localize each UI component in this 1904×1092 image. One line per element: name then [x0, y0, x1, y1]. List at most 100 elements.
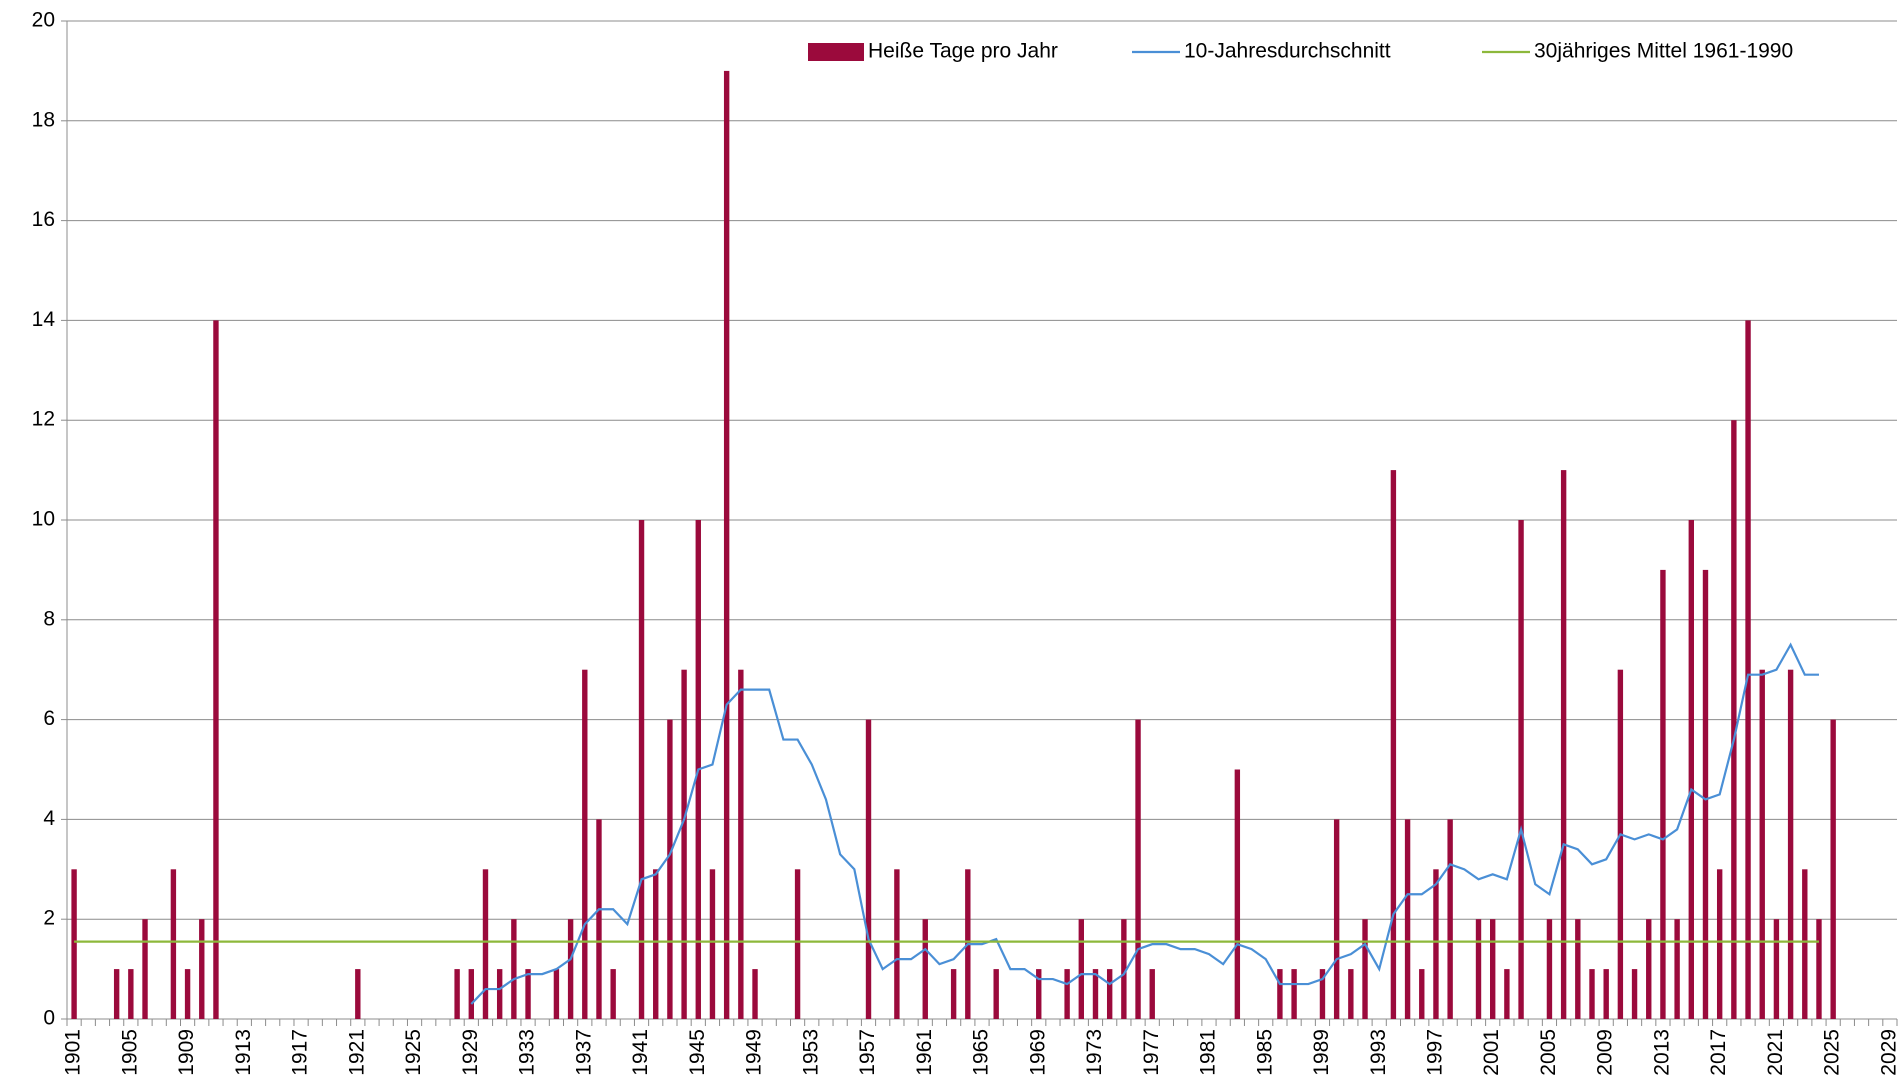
x-tick-label: 1921	[345, 1029, 368, 1076]
x-tick-label: 1989	[1310, 1029, 1333, 1076]
bar	[1816, 919, 1822, 1019]
bar	[496, 969, 503, 1019]
y-tick-label: 4	[43, 807, 55, 830]
bar	[213, 320, 219, 1019]
bar	[1504, 969, 1510, 1019]
bar	[1546, 919, 1553, 1019]
bar	[610, 969, 616, 1019]
bar	[653, 869, 659, 1019]
bar	[667, 719, 673, 1019]
bar	[142, 919, 148, 1019]
x-tick-label: 1925	[402, 1029, 425, 1076]
x-tick-label: 1977	[1140, 1029, 1163, 1076]
x-tick-label: 2013	[1650, 1029, 1673, 1076]
bar	[1106, 969, 1113, 1019]
bar	[922, 919, 928, 1019]
x-tick-label: 2021	[1764, 1029, 1787, 1076]
y-tick-label: 14	[32, 308, 56, 331]
bar	[1319, 969, 1326, 1019]
x-tick-label: 2009	[1594, 1029, 1617, 1076]
bar	[1064, 969, 1070, 1019]
x-tick-label: 1969	[1026, 1029, 1049, 1076]
bar	[1560, 470, 1567, 1020]
bar	[1631, 969, 1638, 1019]
x-tick-label: 2005	[1537, 1029, 1560, 1076]
x-tick-label: 1929	[459, 1029, 482, 1076]
bar	[1135, 719, 1141, 1019]
bar	[1518, 520, 1524, 1019]
x-tick-label: 1961	[913, 1029, 936, 1076]
bar	[1078, 919, 1084, 1019]
bar	[1348, 969, 1354, 1019]
bar	[1688, 520, 1694, 1019]
bar	[454, 969, 460, 1019]
bar	[681, 669, 687, 1019]
y-tick-label: 6	[43, 707, 55, 730]
y-tick-label: 18	[32, 108, 55, 131]
bar	[993, 969, 999, 1019]
bar	[723, 70, 730, 1019]
bar	[582, 669, 588, 1019]
bar	[1404, 819, 1411, 1019]
bar	[71, 869, 77, 1019]
bar	[865, 719, 872, 1019]
y-tick-label: 0	[43, 1007, 55, 1030]
bar	[355, 969, 361, 1019]
bar	[113, 969, 120, 1019]
bar	[1419, 969, 1425, 1019]
bar	[709, 869, 716, 1019]
bar	[1447, 819, 1453, 1019]
bar	[1617, 669, 1624, 1019]
bar	[482, 869, 489, 1019]
x-tick-label: 1905	[118, 1029, 141, 1076]
bar	[128, 969, 134, 1019]
x-tick-label: 1953	[799, 1029, 822, 1076]
x-tick-label: 1901	[62, 1029, 85, 1076]
bar	[894, 869, 900, 1019]
bar	[1036, 969, 1042, 1019]
bar	[1702, 569, 1709, 1019]
bar	[1362, 919, 1368, 1019]
bar	[1433, 869, 1439, 1019]
bar	[1745, 320, 1751, 1019]
bar	[553, 969, 560, 1019]
legend-label: 30jähriges Mittel 1961-1990	[1534, 40, 1793, 63]
x-tick-label: 1965	[970, 1029, 993, 1076]
bar	[567, 919, 574, 1019]
x-tick-label: 1937	[572, 1029, 595, 1076]
x-tick-label: 1945	[686, 1029, 709, 1076]
x-tick-label: 1993	[1367, 1029, 1390, 1076]
x-tick-label: 2025	[1821, 1029, 1844, 1076]
bar	[596, 819, 602, 1019]
x-tick-label: 1949	[743, 1029, 766, 1076]
y-tick-label: 20	[32, 9, 55, 32]
bar	[1149, 969, 1155, 1019]
bar	[1759, 669, 1765, 1019]
line	[470, 642, 1819, 1005]
bar	[1092, 969, 1099, 1019]
y-tick-label: 12	[32, 408, 55, 431]
bar	[1787, 669, 1794, 1019]
legend-label: 10-Jahresdurchschnitt	[1184, 40, 1391, 63]
x-tick-label: 1913	[232, 1029, 255, 1076]
bar	[1490, 919, 1496, 1019]
bar	[170, 869, 177, 1019]
bar	[184, 969, 191, 1019]
bar	[1802, 869, 1808, 1019]
bar	[1277, 969, 1283, 1019]
bar	[794, 869, 801, 1019]
bar	[1475, 919, 1482, 1019]
x-tick-label: 1973	[1083, 1029, 1106, 1076]
x-tick-label: 2001	[1480, 1029, 1503, 1076]
x-tick-label: 1941	[629, 1029, 652, 1076]
bar	[1575, 919, 1581, 1019]
bar	[1674, 919, 1680, 1019]
y-tick-label: 16	[32, 208, 55, 231]
bar	[1121, 919, 1127, 1019]
bar	[1731, 420, 1737, 1019]
legend-swatch	[808, 43, 864, 61]
bar	[1660, 569, 1666, 1019]
x-tick-label: 2029	[1877, 1029, 1900, 1076]
